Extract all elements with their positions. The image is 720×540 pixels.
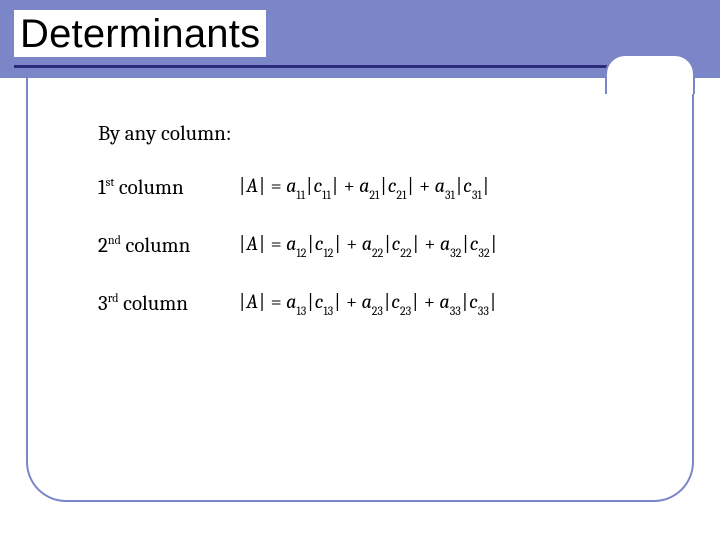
cof-c: c xyxy=(391,290,400,313)
plus: + xyxy=(420,232,440,255)
abs-open: | xyxy=(379,174,387,197)
ordinal-suffix: rd xyxy=(108,291,119,305)
cof-c: c xyxy=(313,174,322,197)
coef-a: a xyxy=(286,290,296,313)
cof-c: c xyxy=(469,290,478,313)
expansion-row: 2nd column |A| = a12|c12| + a22|c22| + a… xyxy=(98,232,622,258)
formula-col1: |A| = a11|c11| + a21|c21| + a31|c31| xyxy=(238,174,490,200)
sub-a: 21 xyxy=(369,188,379,202)
sub-a: 31 xyxy=(445,188,455,202)
plus: + xyxy=(420,290,440,313)
page-title: Determinants xyxy=(20,12,260,57)
formula-col3: |A| = a13|c13| + a23|c23| + a33|c33| xyxy=(238,290,497,316)
card-tab-mask xyxy=(607,78,693,84)
coef-a: a xyxy=(361,290,371,313)
matrix-A: A xyxy=(246,290,258,313)
title-container: Determinants xyxy=(14,10,266,57)
sub-c: 33 xyxy=(478,304,489,318)
coef-a: a xyxy=(439,290,449,313)
sub-a: 12 xyxy=(296,246,306,260)
equals: = xyxy=(266,232,286,255)
expansion-row: 3rd column |A| = a13|c13| + a23|c23| + a… xyxy=(98,290,622,316)
coef-a: a xyxy=(440,232,450,255)
expansion-row: 1st column |A| = a11|c11| + a21|c21| + a… xyxy=(98,174,622,200)
abs-close: | xyxy=(406,174,414,197)
sub-c: 11 xyxy=(322,188,331,202)
coef-a: a xyxy=(359,174,369,197)
title-underline xyxy=(14,65,634,68)
section-heading: By any column: xyxy=(98,122,622,146)
content-inner: By any column: 1st column |A| = a11|c11|… xyxy=(28,78,692,316)
abs-open: | xyxy=(306,232,314,255)
label-word: column xyxy=(119,292,189,316)
sub-c: 12 xyxy=(323,246,333,260)
abs-close: | xyxy=(490,232,498,255)
plus: + xyxy=(342,290,362,313)
ordinal-suffix: nd xyxy=(108,233,121,247)
abs-close: | xyxy=(333,232,341,255)
sub-c: 31 xyxy=(472,188,482,202)
sub-c: 32 xyxy=(478,246,489,260)
plus: + xyxy=(342,232,362,255)
ordinal-number: 3 xyxy=(98,292,108,316)
row-label-2nd: 2nd column xyxy=(98,233,238,258)
ordinal-number: 2 xyxy=(98,234,108,258)
abs-open: | xyxy=(461,232,469,255)
abs-open: | xyxy=(455,174,463,197)
plus: + xyxy=(415,174,435,197)
plus: + xyxy=(339,174,359,197)
abs-close: | xyxy=(412,232,420,255)
sub-a: 22 xyxy=(372,246,383,260)
abs-open: | xyxy=(461,290,469,313)
abs-close: | xyxy=(258,232,266,255)
abs-open: | xyxy=(383,232,391,255)
sub-c: 22 xyxy=(400,246,411,260)
coef-a: a xyxy=(286,174,296,197)
equals: = xyxy=(266,174,286,197)
abs-close: | xyxy=(482,174,490,197)
label-word: column xyxy=(114,176,184,200)
row-label-1st: 1st column xyxy=(98,175,238,200)
matrix-A: A xyxy=(246,232,258,255)
sub-a: 32 xyxy=(450,246,461,260)
abs-close: | xyxy=(411,290,419,313)
sub-a: 13 xyxy=(296,304,306,318)
abs-close: | xyxy=(258,290,266,313)
sub-a: 11 xyxy=(296,188,305,202)
sub-a: 33 xyxy=(450,304,461,318)
coef-a: a xyxy=(286,232,296,255)
content-card: By any column: 1st column |A| = a11|c11|… xyxy=(26,78,694,502)
sub-c: 21 xyxy=(396,188,406,202)
abs-close: | xyxy=(258,174,266,197)
coef-a: a xyxy=(362,232,372,255)
label-word: column xyxy=(121,234,191,258)
matrix-A: A xyxy=(246,174,258,197)
abs-open: | xyxy=(306,290,314,313)
ordinal-number: 1 xyxy=(98,176,106,200)
abs-close: | xyxy=(489,290,497,313)
row-label-3rd: 3rd column xyxy=(98,291,238,316)
ordinal-suffix: st xyxy=(106,175,115,189)
cof-c: c xyxy=(463,174,472,197)
sub-a: 23 xyxy=(372,304,383,318)
equals: = xyxy=(266,290,286,313)
sub-c: 23 xyxy=(400,304,411,318)
coef-a: a xyxy=(435,174,445,197)
sub-c: 13 xyxy=(323,304,333,318)
abs-close: | xyxy=(333,290,341,313)
formula-col2: |A| = a12|c12| + a22|c22| + a32|c32| xyxy=(238,232,498,258)
card-tab-decoration xyxy=(605,54,695,94)
abs-close: | xyxy=(331,174,339,197)
